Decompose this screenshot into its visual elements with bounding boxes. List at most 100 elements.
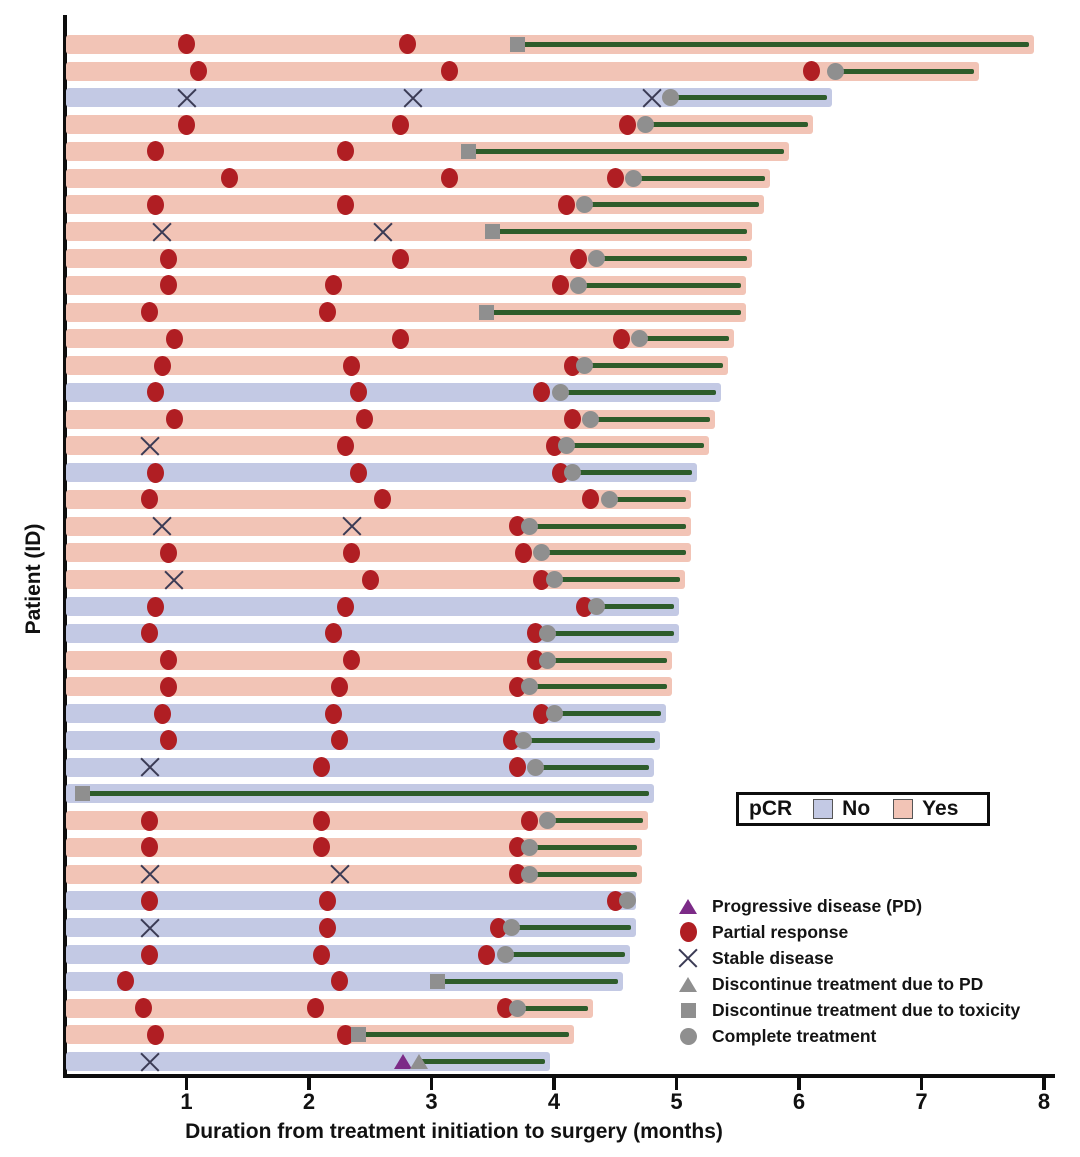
x-tick: [184, 1078, 189, 1090]
stable-disease-marker: [677, 947, 699, 969]
partial-response-marker: [159, 275, 177, 296]
stable-disease-marker: [139, 756, 161, 778]
legend-item-label: Complete treatment: [712, 1025, 877, 1046]
partial-response-marker: [220, 168, 238, 189]
post-treatment-line: [517, 1005, 588, 1011]
x-tick-label: 2: [302, 1089, 316, 1114]
patient-row: [64, 673, 1064, 700]
duration-bar-pcr-yes: [66, 1025, 575, 1045]
patient-row: [64, 245, 1064, 272]
partial-response-marker: [165, 409, 183, 430]
partial-response-marker: [141, 302, 159, 323]
complete-treatment-marker: [563, 464, 581, 482]
complete-treatment-marker: [539, 651, 557, 669]
patient-row: [64, 700, 1064, 727]
x-tick: [674, 1078, 679, 1090]
partial-response-marker: [159, 248, 177, 269]
stable-disease-marker: [139, 863, 161, 885]
partial-response-marker: [159, 542, 177, 563]
patient-row: [64, 379, 1064, 406]
post-treatment-line: [596, 604, 674, 610]
stable-disease-marker: [372, 221, 394, 243]
stable-disease-marker: [176, 87, 198, 109]
complete-treatment-marker: [539, 624, 557, 642]
post-treatment-line: [572, 470, 692, 476]
complete-treatment-marker: [637, 116, 655, 134]
partial-response-marker: [533, 382, 551, 403]
x-tick: [307, 1078, 311, 1090]
partial-response-marker: [392, 328, 410, 349]
partial-response-marker: [557, 194, 575, 215]
discontinue-toxicity-marker: [509, 36, 525, 52]
patient-row: [64, 58, 1064, 85]
partial-response-marker: [147, 194, 165, 215]
x-tick: [429, 1078, 434, 1090]
legend-item-progressive-disease: Progressive disease (PD): [676, 895, 1020, 917]
post-treatment-line: [529, 871, 637, 877]
complete-treatment-marker: [502, 919, 520, 937]
post-treatment-line: [670, 95, 827, 101]
post-treatment-line: [547, 657, 668, 663]
patient-row: [64, 85, 1064, 112]
partial-response-marker: [331, 971, 349, 992]
partial-response-marker: [551, 275, 569, 296]
complete-treatment-marker: [827, 62, 845, 80]
post-treatment-line: [639, 336, 729, 342]
post-treatment-line: [590, 416, 711, 422]
partial-response-marker: [392, 114, 410, 135]
patient-row: [64, 433, 1064, 460]
patient-row: [64, 995, 1064, 1022]
stable-disease-marker: [151, 221, 173, 243]
patient-row: [64, 325, 1064, 352]
complete-treatment-marker: [545, 571, 563, 589]
duration-bar-pcr-yes: [66, 222, 752, 242]
y-axis-line: [63, 15, 67, 1078]
discontinue-toxicity-marker: [485, 224, 501, 240]
progressive-disease-icon: [676, 895, 700, 917]
post-treatment-line: [645, 122, 809, 128]
partial-response-marker: [441, 168, 459, 189]
partial-response-marker: [563, 409, 581, 430]
discontinue-pd-icon: [676, 973, 700, 995]
legend-item-label: Discontinue treatment due to PD: [712, 973, 984, 994]
patient-row: [64, 192, 1064, 219]
partial-response-marker: [116, 971, 134, 992]
partial-response-marker: [337, 596, 355, 617]
patient-row: [64, 138, 1064, 165]
stable-disease-icon: [676, 947, 700, 969]
post-treatment-line: [835, 68, 974, 74]
x-tick-label: 7: [915, 1089, 928, 1114]
complete-treatment-marker: [533, 544, 551, 562]
partial-response-marker: [318, 917, 336, 938]
post-treatment-line: [554, 711, 662, 717]
patient-row: [64, 620, 1064, 647]
partial-response-marker: [190, 61, 208, 82]
patient-row: [64, 111, 1064, 138]
duration-bar-pcr-yes: [66, 61, 979, 81]
complete-treatment-icon: [676, 1025, 700, 1047]
partial-response-marker: [349, 382, 367, 403]
post-treatment-line: [584, 363, 723, 369]
partial-response-marker: [398, 34, 416, 55]
x-tick-label: 3: [425, 1089, 438, 1114]
partial-response-marker: [312, 944, 330, 965]
duration-bar-pcr-yes: [66, 302, 746, 322]
x-tick-label: 4: [547, 1089, 561, 1114]
patient-row: [64, 1021, 1064, 1048]
patient-row: [64, 352, 1064, 379]
partial-response-marker: [325, 623, 342, 644]
x-tick: [919, 1078, 924, 1090]
patient-row: [64, 754, 1064, 781]
legend-item-label: Progressive disease (PD): [712, 895, 923, 916]
x-tick-label: 6: [792, 1089, 806, 1114]
partial-response-marker: [312, 757, 330, 778]
patient-row: [64, 727, 1064, 754]
partial-response-marker: [135, 998, 153, 1019]
partial-response-marker: [147, 1024, 165, 1045]
partial-response-marker: [392, 248, 410, 269]
stable-disease-marker: [163, 569, 185, 591]
duration-bar-pcr-yes: [66, 650, 673, 670]
complete-treatment-marker: [545, 705, 563, 723]
patient-row: [64, 861, 1064, 888]
patient-row: [64, 31, 1064, 58]
